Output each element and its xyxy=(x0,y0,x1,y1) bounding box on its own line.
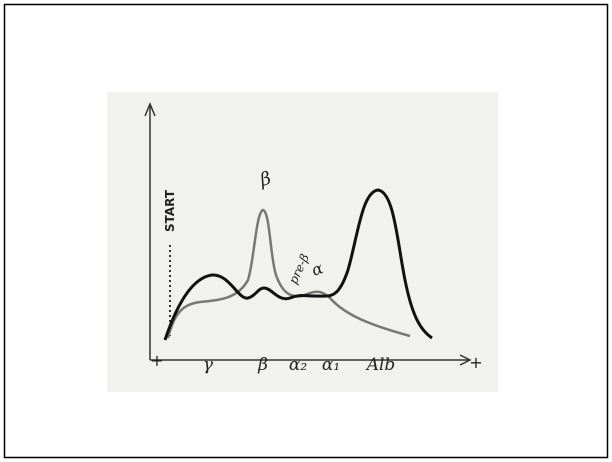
right-pole: + xyxy=(469,353,482,372)
fraction-label: γ xyxy=(203,355,214,375)
left-pole: + xyxy=(150,351,163,370)
lipoprotein-curve xyxy=(166,208,411,339)
fraction-label: α₂ xyxy=(289,355,307,375)
axes xyxy=(144,102,472,366)
fraction-labels: γ β α₂ α₁ Alb xyxy=(203,355,395,375)
figure-background xyxy=(107,92,498,392)
fraction-label: β xyxy=(257,355,268,375)
start-label: START xyxy=(163,189,177,232)
serum-curve xyxy=(163,188,433,341)
peak-label: β xyxy=(257,168,273,191)
y-axis-arrow xyxy=(144,102,156,117)
fraction-label: Alb xyxy=(365,355,396,375)
x-axis-arrow xyxy=(459,354,472,366)
fraction-label: α₁ xyxy=(322,355,340,375)
